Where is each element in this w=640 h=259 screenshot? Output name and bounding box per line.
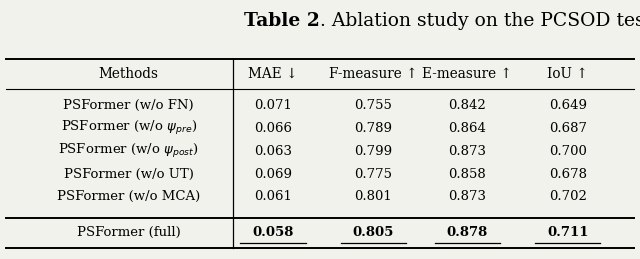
Text: PSFormer (w/o MCA): PSFormer (w/o MCA) xyxy=(57,190,200,203)
Text: 0.071: 0.071 xyxy=(254,99,292,112)
Text: 0.066: 0.066 xyxy=(254,122,292,135)
Text: PSFormer (w/o $\psi_{pre}$): PSFormer (w/o $\psi_{pre}$) xyxy=(61,119,197,138)
Text: 0.061: 0.061 xyxy=(254,190,292,203)
Text: PSFormer (w/o FN): PSFormer (w/o FN) xyxy=(63,99,194,112)
Text: 0.789: 0.789 xyxy=(355,122,392,135)
Text: 0.873: 0.873 xyxy=(449,145,486,158)
Text: 0.775: 0.775 xyxy=(355,168,392,181)
Text: 0.700: 0.700 xyxy=(549,145,587,158)
Text: 0.058: 0.058 xyxy=(252,226,294,239)
Text: Methods: Methods xyxy=(99,67,159,81)
Text: E-measure ↑: E-measure ↑ xyxy=(422,67,513,81)
Text: F-measure ↑: F-measure ↑ xyxy=(329,67,417,81)
Text: 0.842: 0.842 xyxy=(449,99,486,112)
Text: PSFormer (full): PSFormer (full) xyxy=(77,226,180,239)
Text: 0.678: 0.678 xyxy=(548,168,587,181)
Text: . Ablation study on the PCSOD testing set.: . Ablation study on the PCSOD testing se… xyxy=(320,12,640,30)
Text: 0.063: 0.063 xyxy=(254,145,292,158)
Text: IoU ↑: IoU ↑ xyxy=(547,67,588,81)
Text: 0.858: 0.858 xyxy=(449,168,486,181)
Text: 0.755: 0.755 xyxy=(355,99,392,112)
Text: 0.649: 0.649 xyxy=(548,99,587,112)
Text: 0.801: 0.801 xyxy=(355,190,392,203)
Text: 0.799: 0.799 xyxy=(355,145,392,158)
Text: PSFormer (w/o UT): PSFormer (w/o UT) xyxy=(64,168,194,181)
Text: 0.805: 0.805 xyxy=(353,226,394,239)
Text: PSFormer (w/o $\psi_{post}$): PSFormer (w/o $\psi_{post}$) xyxy=(58,142,199,160)
Text: 0.864: 0.864 xyxy=(449,122,486,135)
Text: MAE ↓: MAE ↓ xyxy=(248,67,298,81)
Text: 0.702: 0.702 xyxy=(549,190,587,203)
Text: 0.687: 0.687 xyxy=(548,122,587,135)
Text: 0.873: 0.873 xyxy=(449,190,486,203)
Text: 0.711: 0.711 xyxy=(547,226,589,239)
Text: 0.878: 0.878 xyxy=(447,226,488,239)
Text: Table 2: Table 2 xyxy=(244,12,320,30)
Text: 0.069: 0.069 xyxy=(254,168,292,181)
